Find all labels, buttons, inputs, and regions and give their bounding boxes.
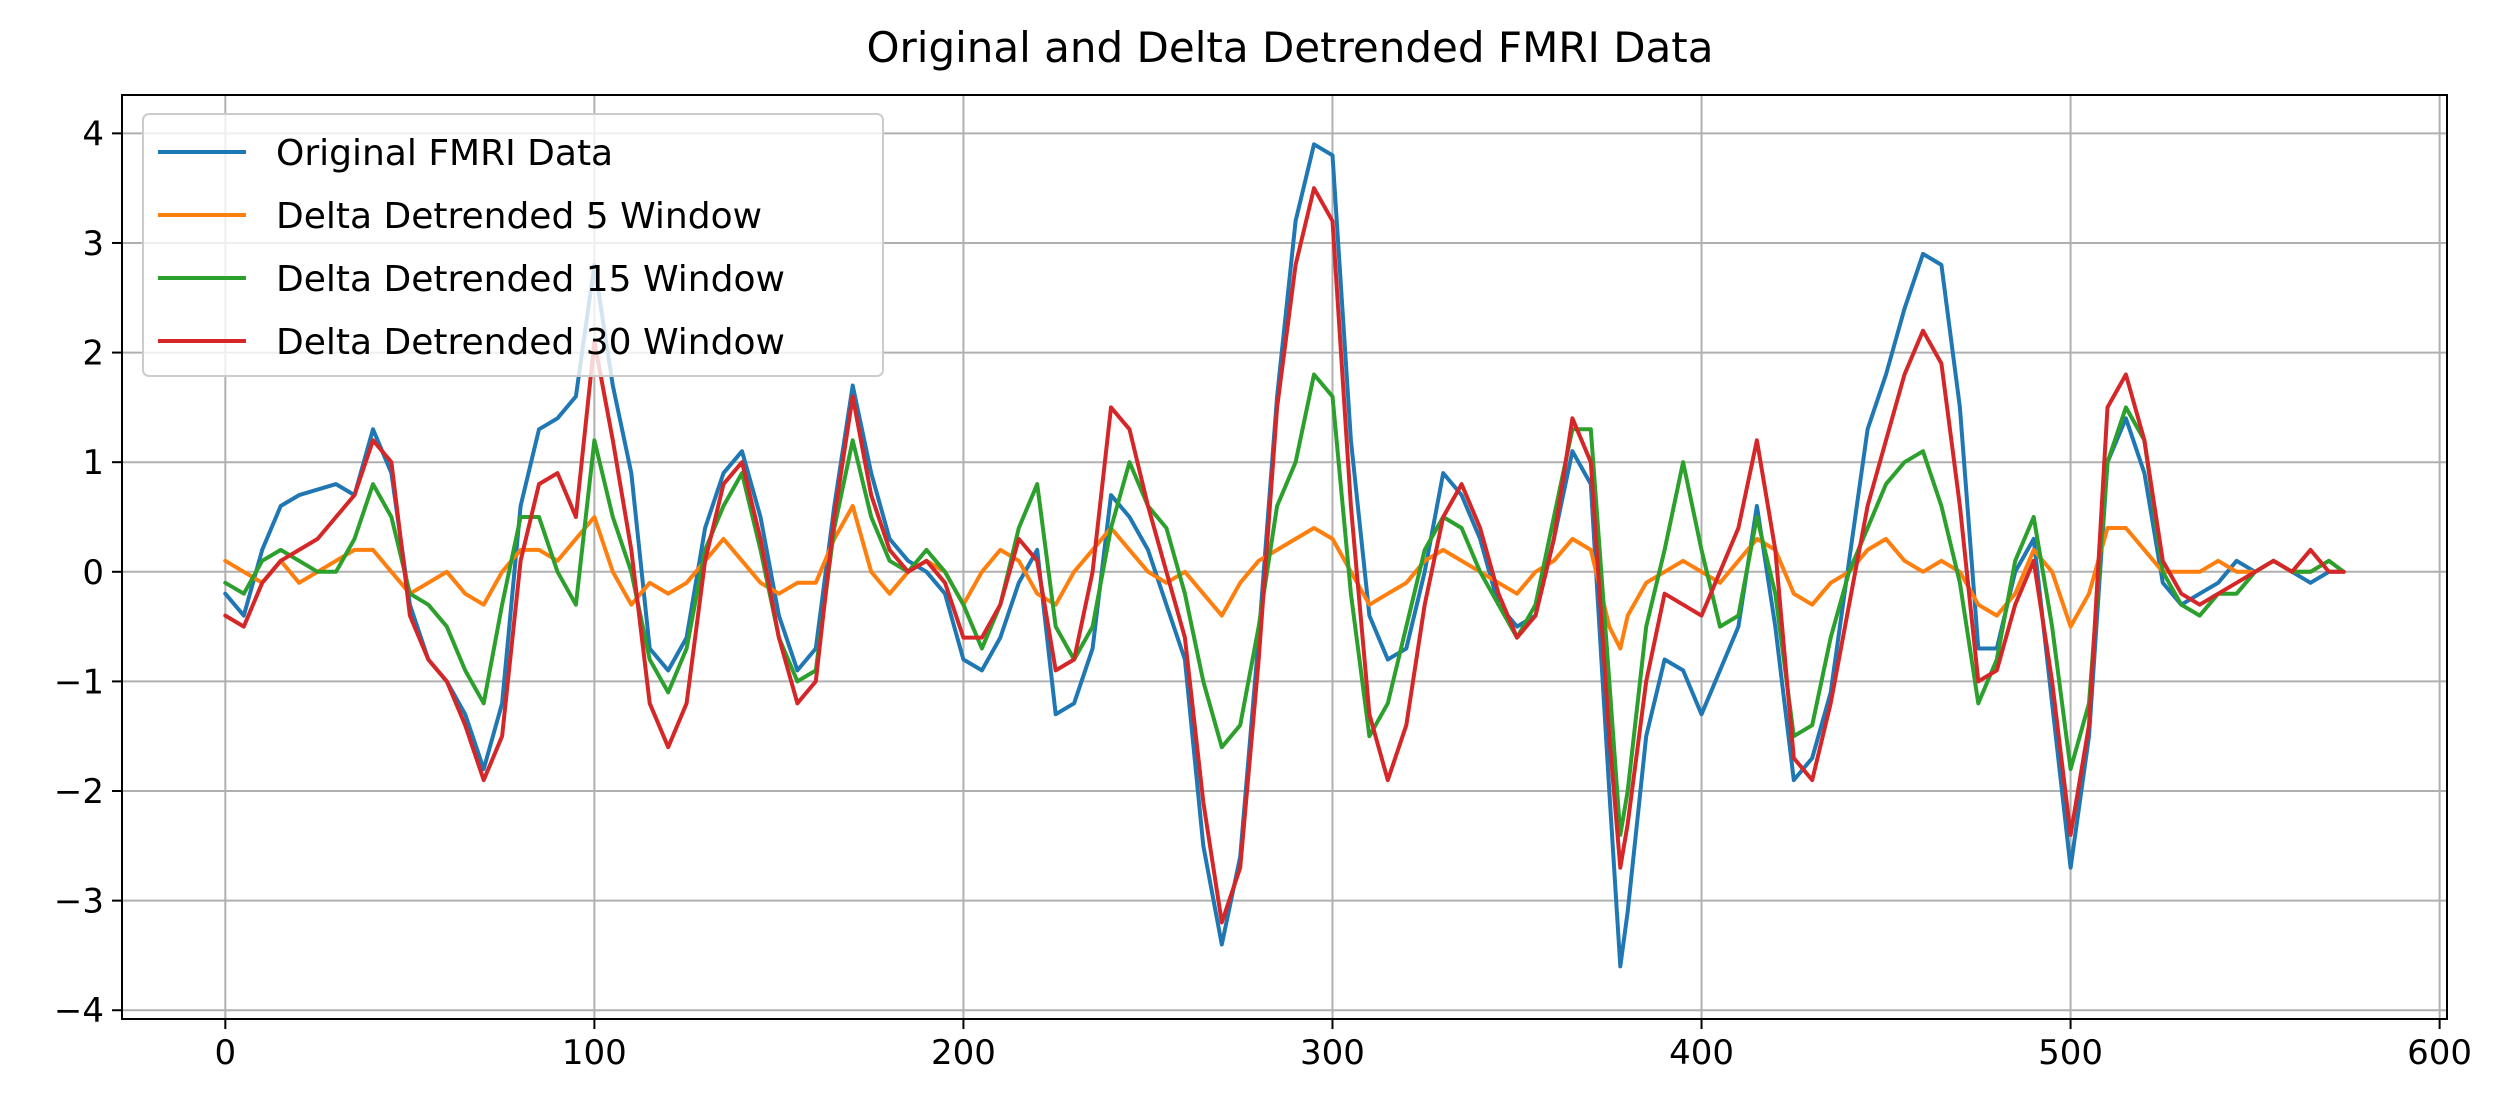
legend-items: Original FMRI Data Delta Detrended 5 Wind… [158,133,785,363]
y-tick-label: −2 [54,772,104,812]
legend-entry: Delta Detrended 5 Window [158,196,762,237]
series-lines [223,142,2346,969]
x-tick-label: 500 [2038,1033,2103,1073]
x-tick-label: 0 [215,1033,237,1073]
legend: Original FMRI Data Delta Detrended 5 Wind… [142,113,884,377]
y-tick-label: 3 [82,224,104,264]
legend-label: Delta Detrended 30 Window [276,322,785,363]
y-tick-label: 0 [82,553,104,593]
legend-entry: Delta Detrended 15 Window [158,259,785,300]
y-tick-label: 2 [82,334,104,374]
chart-title: Original and Delta Detrended FMRI Data [866,23,1713,72]
series-line-4 [223,186,2346,925]
y-tick-label: 4 [82,114,104,154]
x-tick-label: 300 [1300,1033,1365,1073]
x-tick-label: 400 [1669,1033,1734,1073]
x-tick-label: 600 [2407,1033,2472,1073]
y-tick-label: −1 [54,662,104,702]
x-tick-label: 200 [931,1033,996,1073]
y-tick-label: −3 [54,882,104,922]
x-tick-label: 100 [562,1033,627,1073]
legend-label: Delta Detrended 5 Window [276,196,762,237]
y-tick-label: 1 [82,443,104,483]
y-tick-label: −4 [54,991,104,1031]
axes-frame [121,94,2448,1020]
legend-label: Delta Detrended 15 Window [276,259,785,300]
legend-box [142,113,884,377]
series-line-2 [223,504,2346,651]
axis-ticks: 0 100 200 300 400 500 600 −4 −3 −2 −1 0 1 2 3 4 [54,114,2472,1073]
legend-label: Original FMRI Data [276,133,613,174]
legend-entry: Delta Detrended 30 Window [158,322,785,363]
legend-entry: Original FMRI Data [158,133,613,174]
